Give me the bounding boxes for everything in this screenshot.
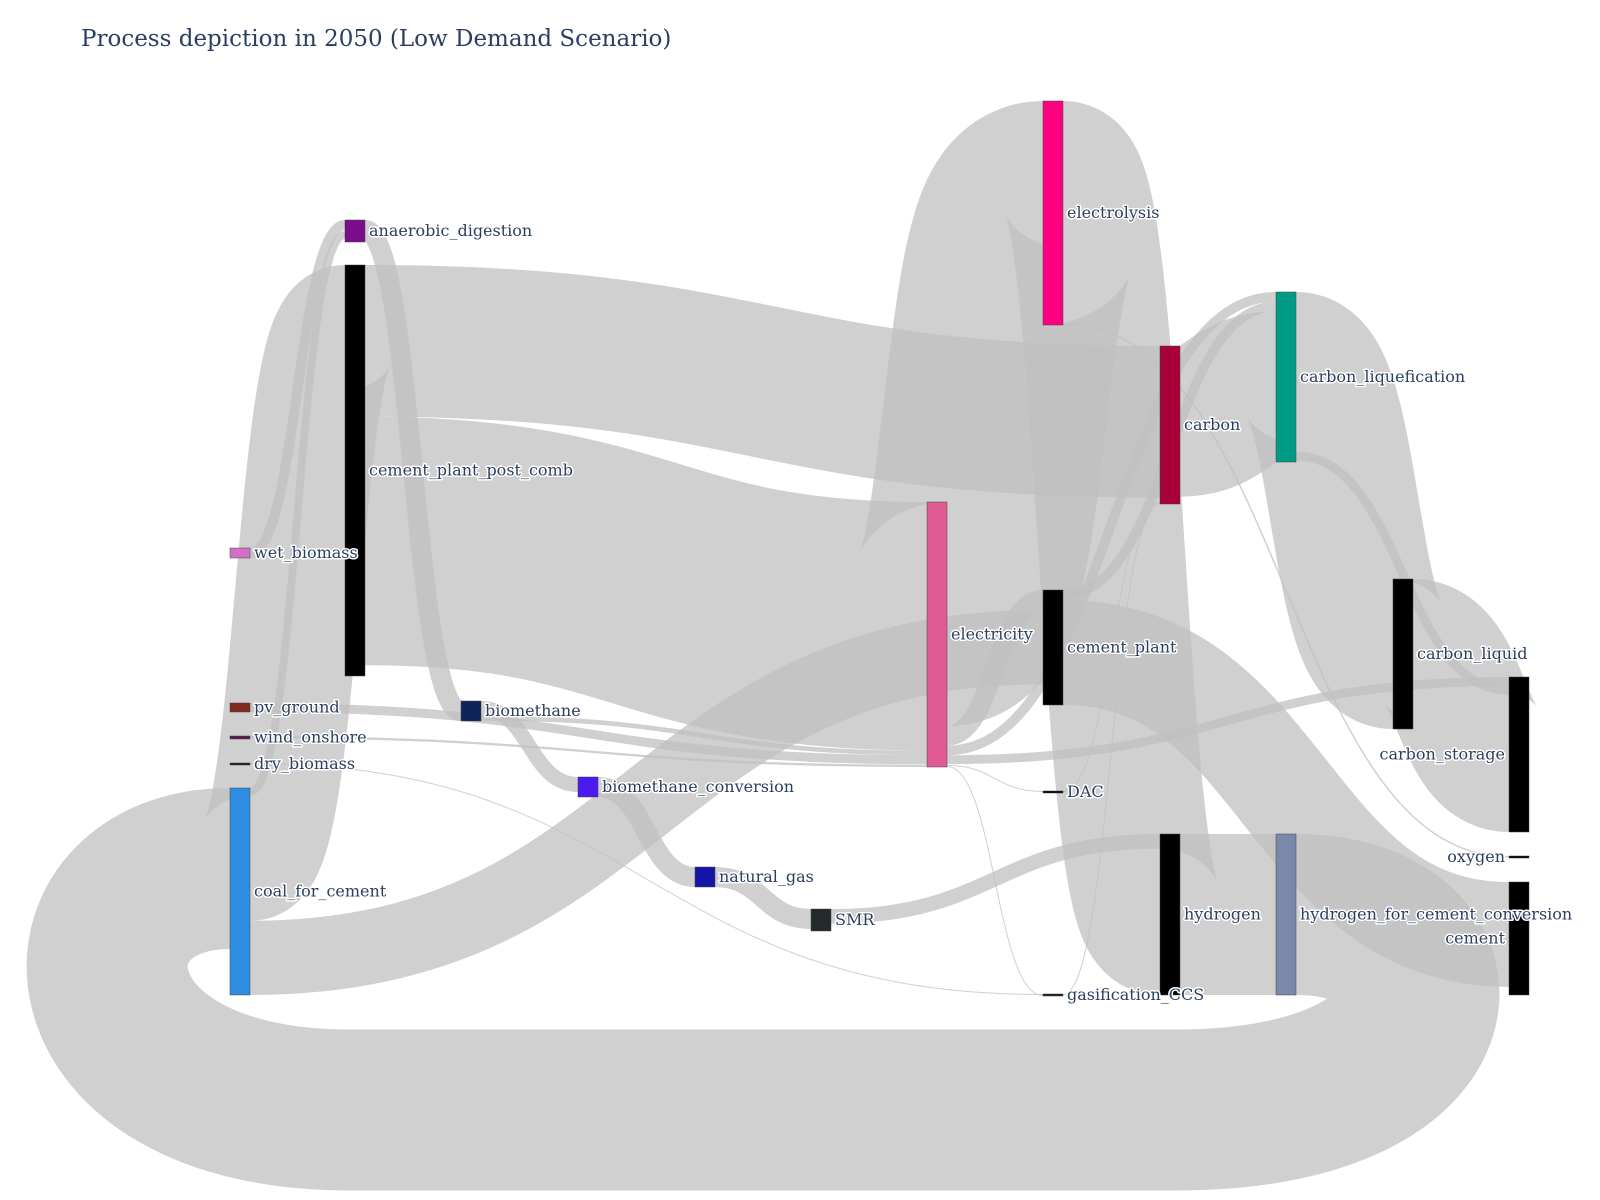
node-label-electrolysis: electrolysis: [1067, 203, 1159, 222]
node-label-dry_biomass: dry_biomass: [254, 754, 355, 773]
node-pv_ground[interactable]: [229, 702, 251, 713]
node-label-SMR: SMR: [835, 910, 875, 929]
node-label-cement_plant_post_comb: cement_plant_post_comb: [369, 461, 573, 480]
node-electricity[interactable]: [926, 501, 948, 768]
node-biomethane_conversion[interactable]: [577, 776, 599, 798]
link-wind_onshore-to-electricity[interactable]: [249, 735, 928, 768]
node-carbon[interactable]: [1159, 345, 1181, 505]
link-carbon-to-carbon_liquefication[interactable]: [1174, 311, 1282, 497]
node-cement_plant_post_comb[interactable]: [344, 264, 366, 677]
link-natural_gas-to-SMR[interactable]: [714, 867, 812, 929]
node-label-natural_gas: natural_gas: [719, 867, 814, 886]
link-coal_for_cement-to-cement_plant[interactable]: [249, 609, 1044, 996]
link-cement_plant_post_comb-to-electricity[interactable]: [364, 416, 928, 751]
node-label-DAC: DAC: [1067, 782, 1104, 801]
link-pv_ground-to-electricity[interactable]: [249, 703, 928, 765]
node-electrolysis[interactable]: [1042, 100, 1064, 326]
node-carbon_liquefication[interactable]: [1275, 291, 1297, 463]
node-label-wind_onshore: wind_onshore: [254, 728, 367, 747]
node-DAC[interactable]: [1042, 790, 1064, 794]
node-biomethane[interactable]: [460, 700, 482, 722]
node-label-gasification_CCS: gasification_CCS: [1067, 985, 1204, 1004]
node-label-anaerobic_digestion: anaerobic_digestion: [369, 221, 532, 240]
node-label-carbon_storage: carbon_storage: [1380, 745, 1506, 764]
node-carbon_storage[interactable]: [1508, 676, 1530, 833]
link-electrolysis-to-hydrogen[interactable]: [1003, 101, 1220, 995]
link-carbon_liquefication-to-carbon_liquid[interactable]: [1245, 292, 1444, 729]
link-hydrogen_for_cement_conversion-to-coal_for_cement[interactable]: [26, 788, 1500, 1191]
node-label-hydrogen_for_cement_conversion: hydrogen_for_cement_conversion: [1300, 905, 1572, 924]
node-label-carbon_liquefication: carbon_liquefication: [1300, 367, 1465, 386]
node-label-cement_plant: cement_plant: [1067, 638, 1177, 657]
node-wet_biomass[interactable]: [229, 547, 251, 559]
link-carbon_liquid-to-carbon_storage[interactable]: [1381, 578, 1541, 833]
link-electricity-to-electrolysis[interactable]: [857, 101, 1133, 726]
node-label-electricity: electricity: [951, 625, 1033, 644]
node-wind_onshore[interactable]: [229, 735, 251, 740]
chart-title: Process depiction in 2050 (Low Demand Sc…: [81, 26, 672, 52]
node-label-carbon_liquid: carbon_liquid: [1417, 644, 1527, 663]
node-label-hydrogen: hydrogen: [1184, 905, 1261, 924]
nodes-layer: [229, 100, 1530, 997]
link-coal_for_cement-to-cement_plant_post_comb[interactable]: [202, 265, 393, 921]
node-SMR[interactable]: [810, 908, 832, 932]
node-label-wet_biomass: wet_biomass: [254, 543, 358, 562]
node-carbon_liquid[interactable]: [1392, 578, 1414, 730]
link-gasification_CCS-to-carbon[interactable]: [1062, 502, 1161, 996]
node-cement_plant[interactable]: [1042, 589, 1064, 706]
node-oxygen[interactable]: [1508, 855, 1530, 859]
node-anaerobic_digestion[interactable]: [344, 219, 366, 243]
node-label-coal_for_cement: coal_for_cement: [254, 882, 387, 901]
link-electricity-to-DAC[interactable]: [946, 765, 1044, 792]
node-hydrogen[interactable]: [1159, 833, 1181, 996]
node-coal_for_cement[interactable]: [229, 787, 251, 996]
node-natural_gas[interactable]: [694, 866, 716, 888]
links-layer: [26, 101, 1541, 1191]
link-dry_biomass-to-gasification_CCS[interactable]: [249, 763, 1044, 995]
node-label-biomethane: biomethane: [485, 701, 581, 720]
node-cement[interactable]: [1508, 881, 1530, 996]
node-label-biomethane_conversion: biomethane_conversion: [602, 777, 794, 796]
node-label-pv_ground: pv_ground: [254, 698, 340, 717]
node-label-cement: cement: [1445, 929, 1505, 948]
link-electricity-to-gasification_CCS[interactable]: [946, 766, 1044, 996]
labels-layer: wet_biomass pv_ground wind_onshore dry_biom…: [253, 202, 1574, 1006]
node-label-oxygen: oxygen: [1447, 847, 1505, 866]
link-DAC-to-carbon[interactable]: [1062, 501, 1161, 793]
node-gasification_CCS[interactable]: [1042, 993, 1064, 997]
node-hydrogen_for_cement_conversion[interactable]: [1275, 833, 1297, 996]
node-label-carbon: carbon: [1184, 415, 1240, 434]
node-dry_biomass[interactable]: [229, 762, 251, 766]
